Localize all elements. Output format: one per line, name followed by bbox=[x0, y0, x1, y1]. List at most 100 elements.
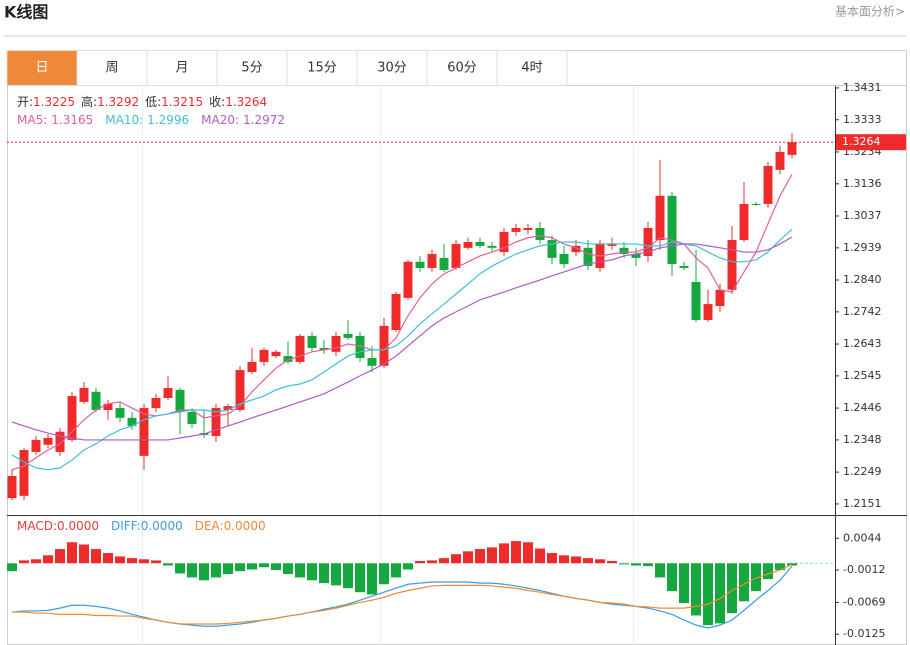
tab-label[interactable]: 周 bbox=[105, 61, 118, 76]
macd-bar bbox=[187, 563, 197, 578]
legend-value: 0.0000 bbox=[141, 519, 183, 533]
candle-body bbox=[343, 333, 353, 338]
candle-body bbox=[499, 231, 509, 253]
y-tick-label: 1.2840 bbox=[843, 273, 882, 286]
tab-label[interactable]: 60分 bbox=[447, 61, 477, 76]
macd-bar bbox=[331, 563, 341, 586]
legend-label: DEA: bbox=[195, 519, 224, 533]
tab[interactable] bbox=[6, 50, 78, 86]
macd-bar bbox=[763, 563, 773, 580]
ohlc-legend: 开:1.3225 高:1.3292 低:1.3215 收:1.3264 bbox=[17, 94, 267, 109]
macd-bar bbox=[127, 558, 137, 564]
legend-label: MA10: bbox=[105, 113, 143, 127]
macd-bar bbox=[163, 563, 173, 566]
macd-bar bbox=[727, 563, 737, 614]
y-tick-label: 1.3431 bbox=[843, 81, 882, 94]
analysis-link[interactable]: 基本面分析> bbox=[835, 5, 905, 19]
candle-body bbox=[259, 349, 269, 362]
macd-bar bbox=[547, 553, 557, 564]
ma-line bbox=[11, 228, 793, 471]
candle-body bbox=[775, 151, 785, 170]
candle-body bbox=[415, 261, 425, 268]
y-tick-label: 1.3333 bbox=[843, 113, 882, 126]
macd-bar bbox=[319, 563, 329, 584]
legend-label: 开: bbox=[17, 95, 33, 109]
macd-bar bbox=[523, 542, 533, 564]
candle-body bbox=[691, 281, 701, 320]
candle-body bbox=[283, 356, 293, 362]
macd-bar bbox=[535, 548, 545, 564]
ma-legend: MA5: 1.3165 MA10: 1.2996 MA20: 1.2972 bbox=[17, 113, 285, 127]
macd-bar bbox=[487, 547, 497, 564]
candle-body bbox=[247, 361, 257, 372]
legend-value: 1.3215 bbox=[161, 95, 203, 109]
candle-body bbox=[331, 335, 341, 352]
legend-value: 1.2972 bbox=[243, 113, 285, 127]
candle-body bbox=[91, 391, 101, 411]
macd-bar bbox=[427, 560, 437, 564]
candle-body bbox=[7, 475, 17, 499]
candle-body bbox=[547, 240, 557, 258]
candle-body bbox=[739, 203, 749, 241]
candle-body bbox=[235, 370, 245, 411]
legend-value: 1.3264 bbox=[225, 95, 267, 109]
tab[interactable] bbox=[76, 50, 148, 86]
y-tick-label: -0.0125 bbox=[843, 627, 885, 640]
candle-body bbox=[487, 245, 497, 248]
macd-bar bbox=[655, 563, 665, 578]
macd-bar bbox=[775, 563, 785, 571]
macd-bar bbox=[739, 563, 749, 602]
macd-bar bbox=[391, 563, 401, 578]
macd-bar bbox=[55, 549, 65, 564]
tab[interactable] bbox=[146, 50, 218, 86]
macd-bar bbox=[355, 563, 365, 593]
candle-body bbox=[559, 254, 569, 265]
candle-body bbox=[511, 228, 521, 232]
candle-body bbox=[67, 396, 77, 440]
macd-bar bbox=[151, 560, 161, 564]
tab-label[interactable]: 30分 bbox=[377, 61, 407, 76]
candle-body bbox=[139, 408, 149, 456]
candle-body bbox=[163, 387, 173, 398]
y-tick-label: 0.0044 bbox=[843, 531, 882, 544]
macd-bar bbox=[271, 563, 281, 571]
macd-bar bbox=[259, 563, 269, 568]
candle-body bbox=[127, 417, 137, 426]
candle-body bbox=[451, 243, 461, 268]
y-tick-label: 1.2545 bbox=[843, 369, 882, 382]
legend-label: 收: bbox=[209, 95, 225, 109]
macd-bar bbox=[571, 556, 581, 564]
macd-bar bbox=[667, 563, 677, 592]
candle-body bbox=[211, 408, 221, 437]
tab-label[interactable]: 15分 bbox=[307, 61, 337, 76]
macd-bar bbox=[343, 563, 353, 589]
macd-bar bbox=[367, 563, 377, 595]
macd-bar bbox=[499, 543, 509, 564]
macd-bar bbox=[619, 563, 629, 565]
tab[interactable] bbox=[496, 50, 568, 86]
macd-bar bbox=[607, 560, 617, 564]
tab-label[interactable]: 月 bbox=[175, 61, 188, 76]
ma-line bbox=[11, 236, 793, 441]
legend-value: 1.2996 bbox=[147, 113, 189, 127]
y-tick-label: -0.0069 bbox=[843, 595, 885, 608]
candle-body bbox=[175, 389, 185, 412]
candle-body bbox=[427, 254, 437, 268]
tab-label[interactable]: 日 bbox=[35, 61, 48, 76]
candle-body bbox=[115, 408, 125, 418]
candle-body bbox=[319, 347, 329, 350]
macd-bar bbox=[751, 563, 761, 592]
macd-bar bbox=[595, 559, 605, 564]
macd-bar bbox=[67, 542, 77, 564]
tab-label[interactable]: 4时 bbox=[521, 61, 542, 76]
tab-label[interactable]: 5分 bbox=[241, 61, 262, 76]
candle-body bbox=[379, 325, 389, 366]
candle-body bbox=[31, 439, 41, 452]
macd-bar bbox=[175, 563, 185, 574]
candle-body bbox=[223, 406, 233, 411]
tab[interactable] bbox=[286, 50, 358, 86]
candle-body bbox=[715, 289, 725, 307]
last-price-box bbox=[836, 134, 906, 151]
macd-bar bbox=[211, 563, 221, 578]
